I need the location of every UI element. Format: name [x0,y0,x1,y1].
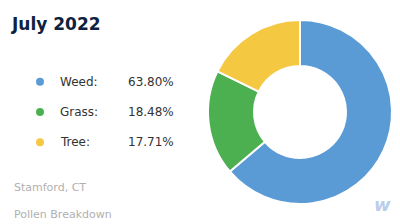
svg-text:Tree:: Tree: [60,135,90,149]
svg-text:w: w [374,194,391,215]
svg-text:Stamford, CT: Stamford, CT [14,181,86,194]
svg-text:Grass:: Grass: [60,105,98,119]
svg-text:17.71%: 17.71% [128,135,174,149]
svg-text:Weed:: Weed: [60,75,98,89]
svg-text:18.48%: 18.48% [128,105,174,119]
svg-text:63.80%: 63.80% [128,75,174,89]
svg-text:Pollen Breakdown: Pollen Breakdown [14,208,112,221]
svg-text:July 2022: July 2022 [11,14,101,34]
